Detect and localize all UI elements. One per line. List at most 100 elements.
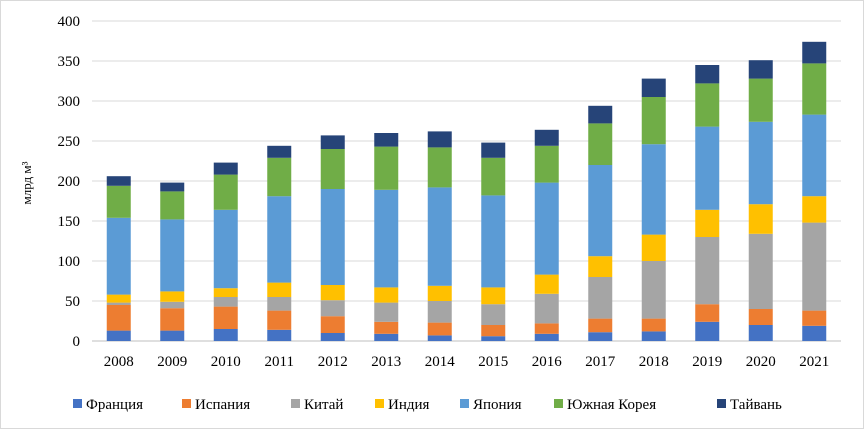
bar-segment — [427, 147, 452, 188]
bar-segment — [213, 288, 238, 297]
legend-label: Франция — [86, 397, 143, 413]
bar-segment — [374, 189, 399, 288]
bar-segment — [802, 41, 827, 64]
grid-lines — [92, 20, 841, 342]
bar-segment — [213, 297, 238, 307]
bar-segment — [695, 237, 720, 305]
legend-swatch — [717, 399, 726, 408]
legend-swatch — [375, 399, 384, 408]
bar-segment — [481, 142, 506, 158]
bar-segment — [320, 189, 345, 285]
bar-segment — [374, 133, 399, 147]
bar-segment — [160, 182, 185, 192]
bar-segment — [374, 302, 399, 322]
bar-segment — [427, 322, 452, 336]
legend-swatch — [460, 399, 469, 408]
y-tick-label: 250 — [58, 134, 81, 150]
bar-segment — [213, 209, 238, 289]
bar-segment — [481, 336, 506, 341]
bar-segment — [106, 330, 131, 341]
bar-segment — [588, 332, 613, 341]
bar-segment — [641, 234, 666, 261]
bar-segment — [320, 135, 345, 149]
bar-segment — [160, 191, 185, 220]
bar-segment — [320, 300, 345, 317]
legend-label: Индия — [388, 397, 430, 413]
x-tick-label: 2009 — [157, 354, 187, 370]
bar-segment — [534, 323, 559, 334]
bar-segment — [588, 256, 613, 277]
bar-segment — [427, 187, 452, 286]
bar-segment — [374, 146, 399, 190]
legend-item: Южная Корея — [554, 397, 656, 413]
bar-segment — [213, 162, 238, 175]
y-tick-label: 50 — [65, 294, 80, 310]
x-tick-label: 2016 — [532, 354, 563, 370]
x-tick-label: 2017 — [585, 354, 616, 370]
legend-item: Франция — [73, 397, 143, 413]
bar-segment — [641, 144, 666, 235]
y-axis-label: млрд м³ — [19, 161, 34, 204]
bar-segment — [748, 60, 773, 79]
bar-segment — [588, 123, 613, 165]
bar-segment — [588, 277, 613, 319]
bar-segment — [160, 291, 185, 302]
x-axis-ticks: 2008 2009 2010 2011 2012 2013 2014 2015 2016 2017… — [104, 354, 830, 370]
bar-segment — [106, 294, 131, 303]
bar-segment — [106, 185, 131, 218]
bar-segment — [534, 274, 559, 294]
bar-segment — [481, 325, 506, 337]
y-tick-label: 100 — [58, 254, 81, 270]
bar-segment — [481, 195, 506, 288]
bar-segment — [534, 129, 559, 146]
bar-segment — [695, 126, 720, 210]
bar-segment — [802, 63, 827, 115]
x-tick-label: 2021 — [799, 354, 829, 370]
legend-item: Япония — [460, 397, 522, 413]
bar-segment — [534, 333, 559, 341]
x-tick-label: 2012 — [318, 354, 348, 370]
bar-segment — [588, 105, 613, 124]
bar-segment — [160, 308, 185, 331]
y-tick-label: 350 — [58, 54, 81, 70]
legend-item: Испания — [182, 397, 250, 413]
y-tick-label: 400 — [58, 14, 81, 30]
legend-item: Индия — [375, 397, 430, 413]
bar-segment — [695, 209, 720, 237]
bar-segment — [481, 304, 506, 325]
bar-segment — [802, 114, 827, 197]
y-tick-label: 300 — [58, 94, 81, 110]
bar-segment — [320, 285, 345, 301]
y-tick-label: 200 — [58, 174, 81, 190]
bar-segment — [748, 325, 773, 341]
bar-segment — [374, 287, 399, 303]
legend-swatch — [554, 399, 563, 408]
bar-segment — [374, 333, 399, 341]
bar-segment — [641, 261, 666, 319]
bar-segment — [267, 329, 292, 341]
bar-segment — [481, 157, 506, 196]
x-tick-label: 2013 — [371, 354, 401, 370]
legend-label: Испания — [195, 397, 250, 413]
x-tick-label: 2010 — [211, 354, 241, 370]
bar-segment — [802, 325, 827, 341]
x-tick-label: 2018 — [639, 354, 669, 370]
bar-segment — [641, 318, 666, 332]
bars — [106, 41, 827, 341]
bar-segment — [106, 305, 131, 331]
bar-segment — [427, 285, 452, 301]
bar-segment — [213, 306, 238, 329]
x-tick-label: 2011 — [265, 354, 294, 370]
bar-segment — [320, 316, 345, 333]
bar-segment — [427, 335, 452, 341]
bar-segment — [641, 331, 666, 341]
bar-segment — [802, 196, 827, 223]
legend-item: Тайвань — [717, 397, 782, 413]
legend-label: Япония — [473, 397, 522, 413]
bar-segment — [267, 297, 292, 311]
legend: Франция Испания Китай Индия Япония Южная Коре… — [73, 397, 782, 413]
bar-segment — [160, 301, 185, 309]
bar-segment — [427, 131, 452, 148]
